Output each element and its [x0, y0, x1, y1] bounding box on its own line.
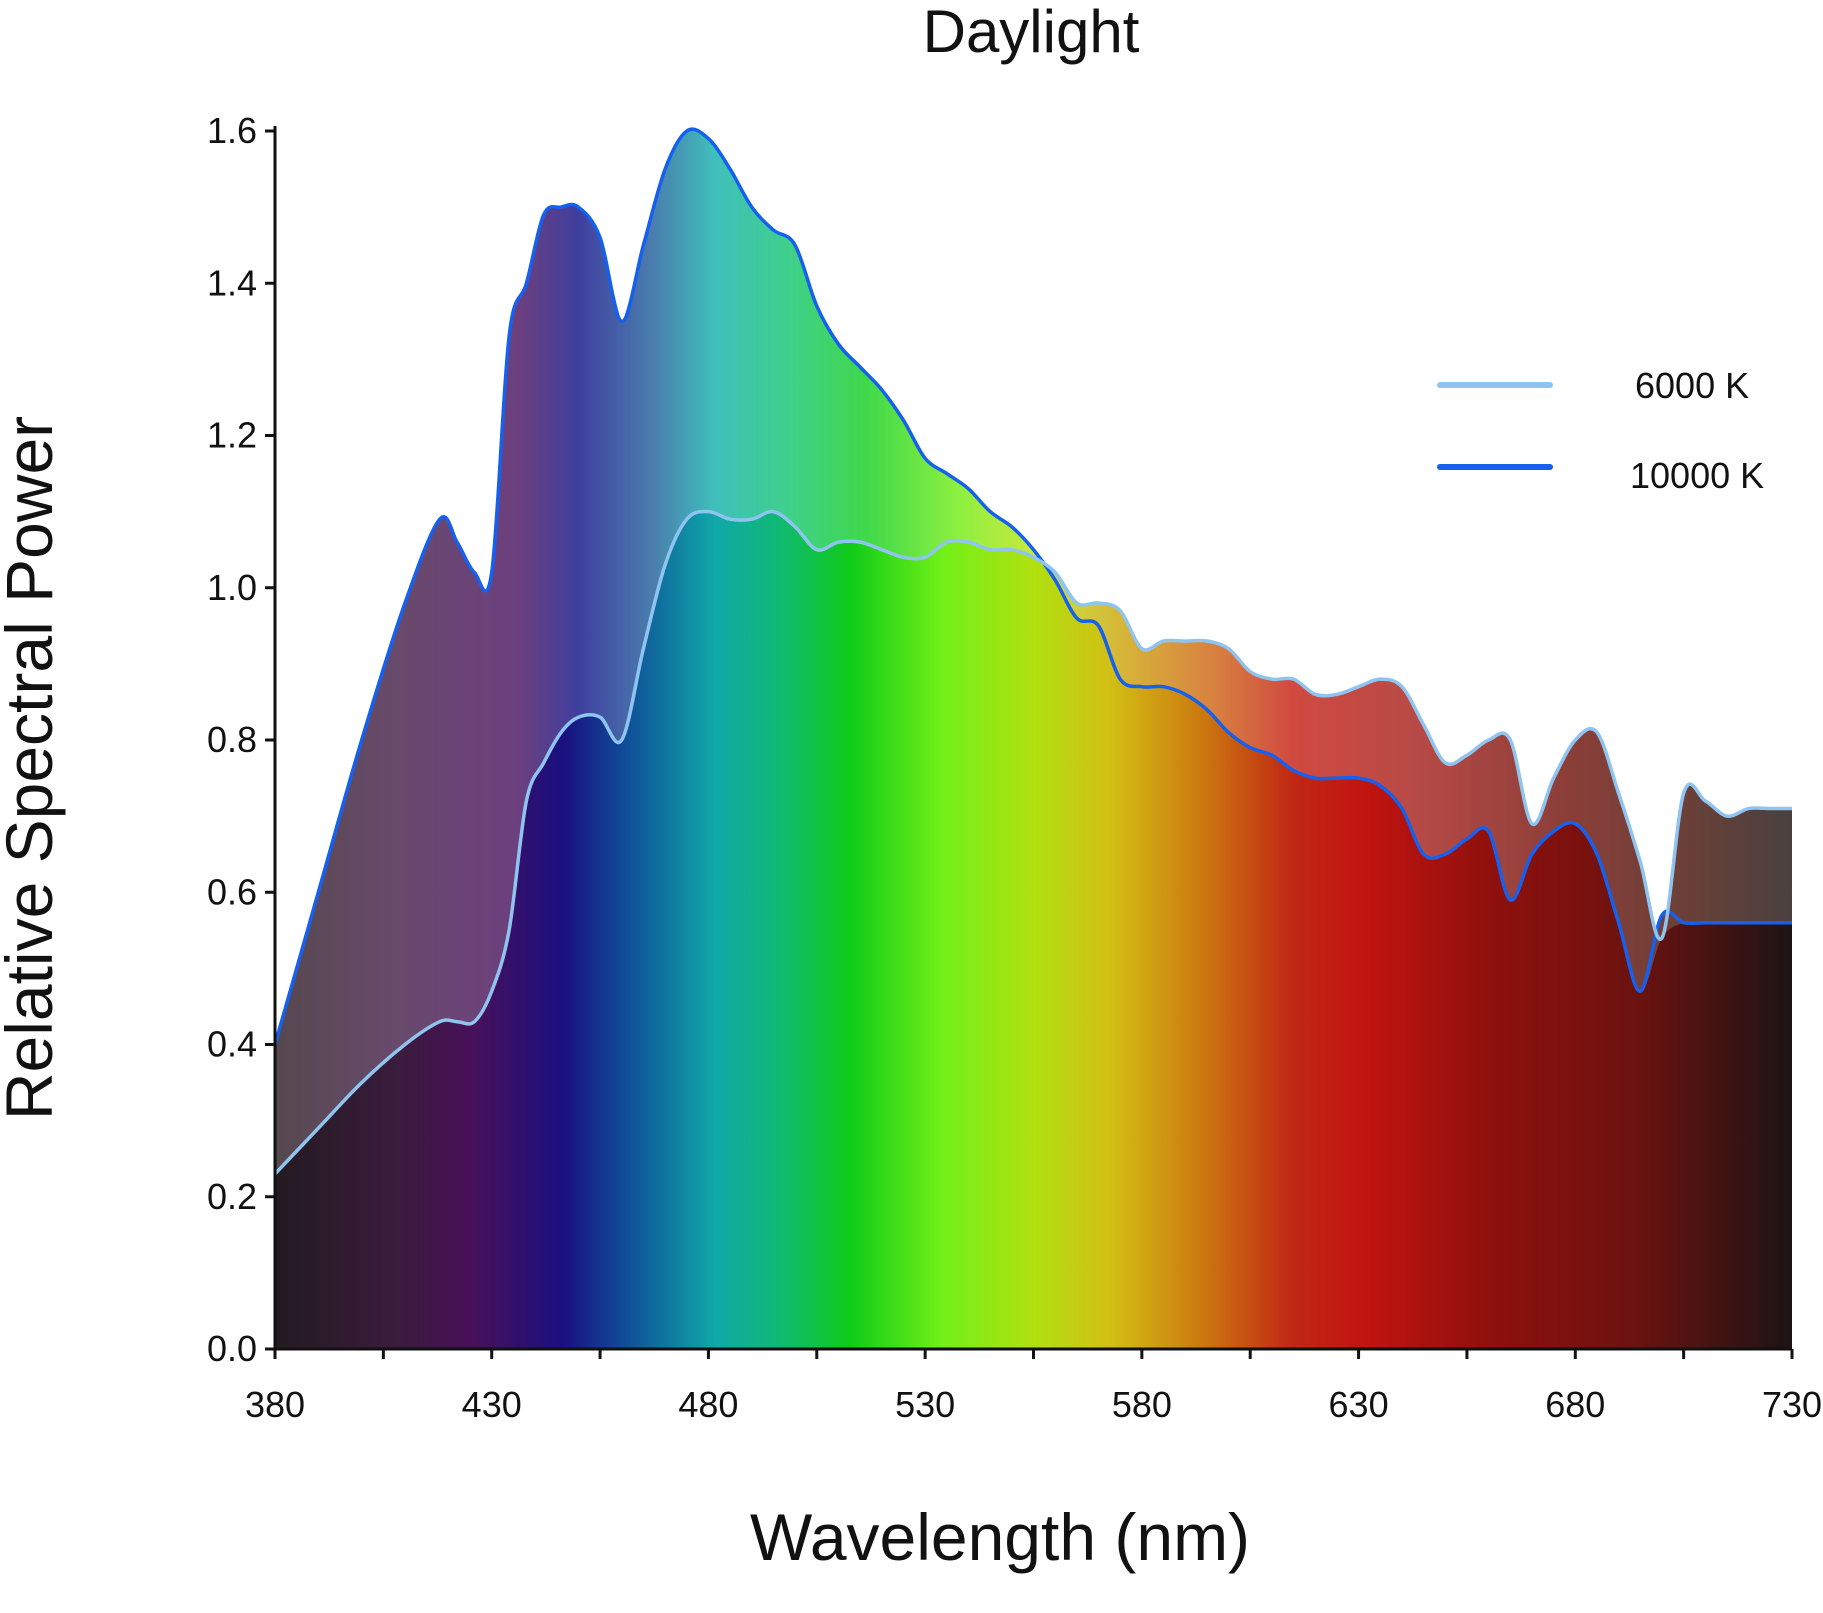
legend: 6000 K 10000 K	[1437, 365, 1764, 496]
x-tick-label: 580	[1112, 1384, 1172, 1425]
series-line-layer	[273, 127, 1792, 1176]
y-tick-label: 0.4	[207, 1024, 257, 1065]
x-tick-label: 530	[895, 1384, 955, 1425]
x-tick-label: 630	[1329, 1384, 1389, 1425]
y-tick-label: 0.6	[207, 871, 257, 912]
axes-layer: 0.0 0.2 0.4 0.6 0.8 1.0 1.2 1.4 1.6 380 430 480 530 5…	[207, 110, 1822, 1425]
y-tick-label: 0.8	[207, 719, 257, 760]
x-tick-label: 680	[1545, 1384, 1605, 1425]
area-layer	[275, 129, 1792, 1349]
y-tick-label: 1.0	[207, 567, 257, 608]
x-axis-title: Wavelength (nm)	[750, 1500, 1250, 1574]
y-axis-title: Relative Spectral Power	[0, 416, 66, 1120]
legend-label-6000k: 6000 K	[1635, 365, 1749, 406]
y-tick-label: 0.2	[207, 1176, 257, 1217]
area-overlap	[275, 511, 1792, 1349]
chart-title: Daylight	[923, 0, 1140, 65]
x-tick-label: 730	[1762, 1384, 1822, 1425]
y-tick-label: 1.4	[207, 262, 257, 303]
series-line-6000k	[273, 509, 1792, 1176]
x-tick-label: 430	[462, 1384, 522, 1425]
x-tick-label: 480	[678, 1384, 738, 1425]
y-tick-label: 0.0	[207, 1328, 257, 1369]
legend-label-10000k: 10000 K	[1630, 455, 1764, 496]
y-tick-label: 1.2	[207, 415, 257, 456]
series-line-10000k	[273, 127, 1792, 1045]
y-tick-label: 1.6	[207, 110, 257, 151]
x-tick-label: 380	[245, 1384, 305, 1425]
